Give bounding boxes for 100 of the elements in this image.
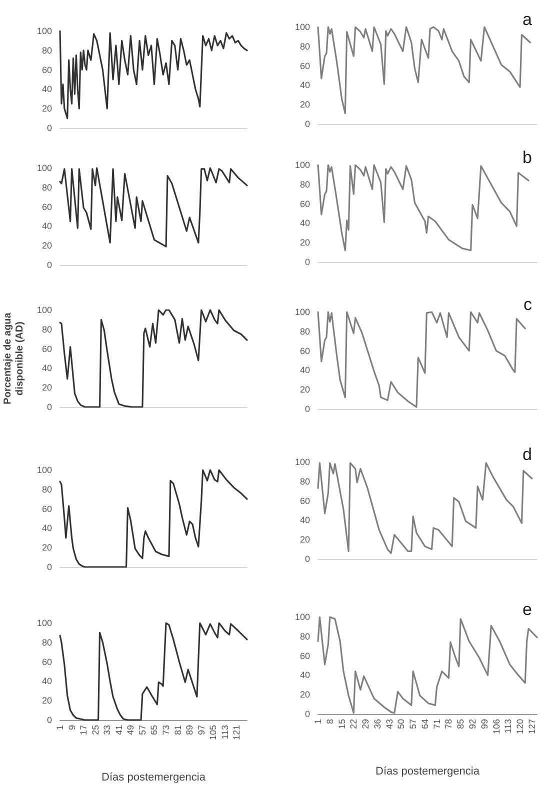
line-series — [317, 616, 538, 714]
y-tick-label: 100 — [36, 163, 52, 173]
x-tick-label: 65 — [149, 725, 160, 736]
x-tick-label: 29 — [360, 719, 371, 730]
x-axis-title: Días postemergencia — [102, 772, 206, 784]
y-tick-label: 80 — [42, 182, 52, 192]
y-tick-label: 100 — [36, 618, 52, 628]
y-tick-label: 20 — [42, 542, 52, 553]
x-tick-label: 57 — [408, 719, 418, 730]
y-tick-label: 40 — [300, 670, 310, 680]
line-series — [317, 164, 530, 252]
x-tick-label: 73 — [161, 725, 172, 736]
x-tick-label: 113 — [220, 725, 230, 740]
x-tick-label: 64 — [420, 719, 430, 730]
x-tick-label: 25 — [90, 725, 100, 736]
x-tick-label: 81 — [172, 725, 183, 736]
x-tick-label: 78 — [444, 719, 454, 730]
x-tick-label: 105 — [208, 725, 218, 740]
y-tick-label: 100 — [294, 22, 310, 32]
y-tick-label: 60 — [300, 198, 310, 209]
line-series — [317, 462, 533, 554]
y-tick-label: 100 — [294, 612, 310, 622]
x-tick-label: 113 — [503, 719, 514, 734]
y-tick-label: 60 — [42, 344, 52, 354]
y-tick-label: 100 — [294, 160, 310, 170]
y-tick-label: 60 — [300, 60, 310, 71]
y-tick-label: 80 — [42, 637, 52, 648]
x-tick-label: 89 — [184, 725, 195, 736]
y-tick-label: 80 — [300, 326, 310, 336]
y-tick-label: 60 — [300, 496, 310, 506]
y-tick-label: 60 — [42, 202, 52, 212]
y-tick-label: 20 — [42, 240, 52, 251]
y-tick-label: 60 — [300, 650, 310, 661]
chart-title: c — [524, 295, 532, 314]
x-tick-label: 92 — [467, 719, 478, 730]
y-tick-label: 0 — [46, 123, 52, 133]
line-series — [317, 26, 532, 114]
line-series — [59, 469, 248, 568]
y-tick-label: 0 — [46, 715, 52, 725]
x-tick-label: 9 — [66, 725, 77, 730]
chart-title: a — [522, 10, 533, 29]
y-tick-label: 80 — [42, 484, 52, 494]
x-tick-label: 71 — [432, 719, 442, 730]
y-tick-label: 100 — [36, 305, 52, 315]
y-tick-label: 100 — [36, 26, 52, 36]
line-series — [59, 309, 248, 408]
chart-title: d — [522, 445, 532, 464]
x-tick-label: 1 — [55, 725, 65, 730]
chart-title: e — [522, 600, 532, 619]
x-tick-label: 57 — [137, 725, 148, 736]
y-tick-label: 80 — [42, 45, 52, 56]
x-tick-label: 22 — [348, 719, 359, 730]
y-tick-label: 60 — [300, 346, 310, 356]
y-tick-label: 100 — [294, 457, 310, 467]
y-tick-label: 40 — [42, 676, 52, 686]
x-tick-label: 41 — [114, 725, 124, 736]
x-tick-label: 85 — [456, 719, 466, 730]
x-tick-label: 121 — [232, 725, 242, 740]
y-tick-label: 80 — [42, 324, 52, 334]
y-tick-label: 20 — [300, 100, 310, 110]
x-tick-label: 106 — [491, 719, 502, 734]
line-series — [317, 311, 526, 408]
y-tick-label: 20 — [42, 696, 52, 706]
y-tick-label: 0 — [304, 119, 310, 129]
y-tick-label: 0 — [46, 402, 52, 412]
y-tick-label: 100 — [36, 465, 52, 475]
y-tick-label: 0 — [304, 709, 310, 719]
x-tick-label: 49 — [126, 725, 136, 736]
y-tick-label: 20 — [300, 384, 310, 395]
y-tick-label: 0 — [46, 562, 52, 572]
y-tick-label: 40 — [42, 221, 52, 232]
y-tick-label: 60 — [42, 504, 52, 514]
y-tick-label: 0 — [304, 554, 310, 564]
y-tick-label: 40 — [300, 80, 310, 90]
y-tick-label: 100 — [294, 307, 310, 317]
y-tick-label: 20 — [300, 690, 310, 700]
y-tick-label: 40 — [300, 515, 310, 526]
x-tick-label: 43 — [384, 719, 394, 730]
line-series — [59, 30, 248, 120]
y-tick-label: 60 — [42, 656, 52, 667]
line-series — [59, 622, 248, 721]
x-tick-label: 1 — [313, 719, 323, 724]
x-tick-label: 15 — [336, 719, 347, 730]
y-tick-label: 0 — [304, 404, 310, 414]
x-tick-label: 127 — [526, 719, 537, 734]
y-tick-label: 60 — [42, 64, 52, 75]
x-tick-label: 50 — [396, 719, 406, 730]
y-tick-label: 80 — [300, 476, 310, 486]
x-tick-label: 33 — [102, 725, 112, 736]
line-series — [59, 167, 248, 248]
x-tick-label: 99 — [479, 719, 490, 730]
y-tick-label: 40 — [42, 523, 52, 534]
y-tick-label: 20 — [42, 104, 52, 114]
y-tick-label: 80 — [300, 631, 310, 642]
x-tick-label: 17 — [78, 725, 89, 736]
x-tick-label: 36 — [372, 719, 382, 730]
y-tick-label: 40 — [300, 218, 310, 228]
x-tick-label: 97 — [196, 725, 206, 736]
y-tick-label: 80 — [300, 179, 310, 190]
x-tick-label: 120 — [515, 719, 526, 734]
